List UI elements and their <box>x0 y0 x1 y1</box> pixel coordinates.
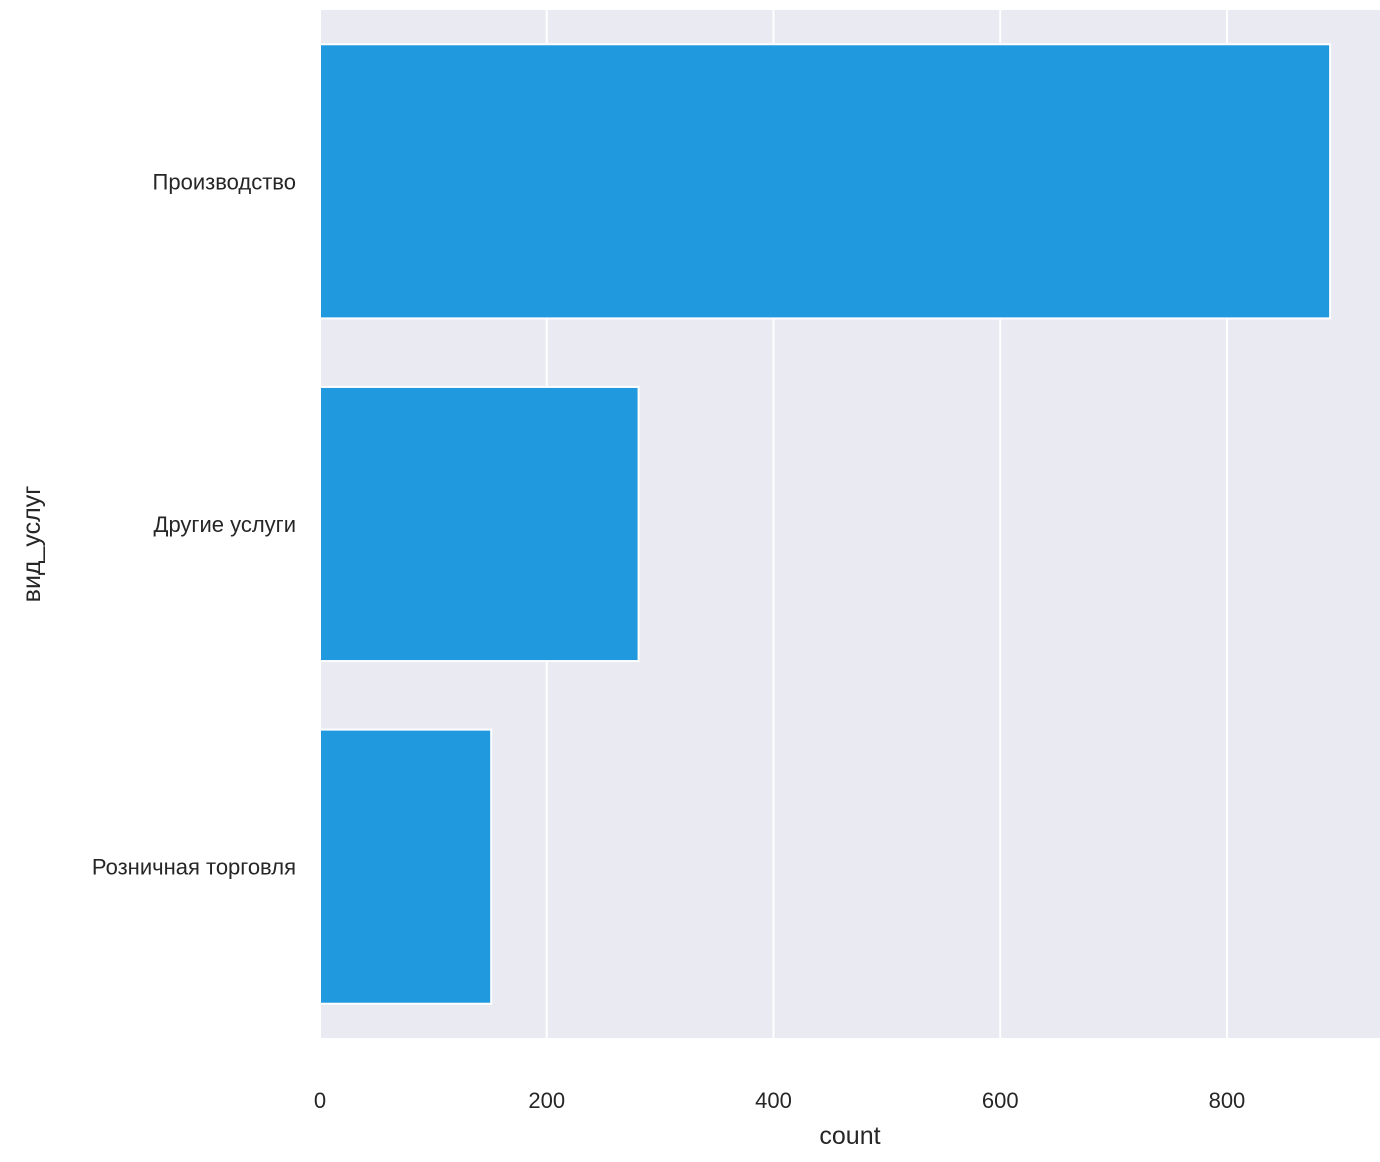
x-tick-labels: 0 200 400 600 800 <box>314 1088 1245 1113</box>
y-tick-label: Производство <box>153 169 296 194</box>
y-tick-label: Розничная торговля <box>92 855 296 880</box>
y-axis-title: вид_услуг <box>18 486 46 603</box>
x-tick-label: 0 <box>314 1088 326 1113</box>
x-tick-label: 400 <box>755 1088 792 1113</box>
bar <box>319 43 1332 320</box>
x-tick-label: 600 <box>982 1088 1019 1113</box>
category-labels: Производство Другие услуги Розничная торго… <box>92 169 296 879</box>
bars <box>319 43 1332 1005</box>
y-tick-label: Другие услуги <box>154 512 296 537</box>
x-axis-title: count <box>819 1122 880 1150</box>
x-tick-label: 800 <box>1209 1088 1246 1113</box>
bar <box>319 385 640 663</box>
bar <box>319 728 493 1005</box>
x-tick-label: 200 <box>528 1088 565 1113</box>
